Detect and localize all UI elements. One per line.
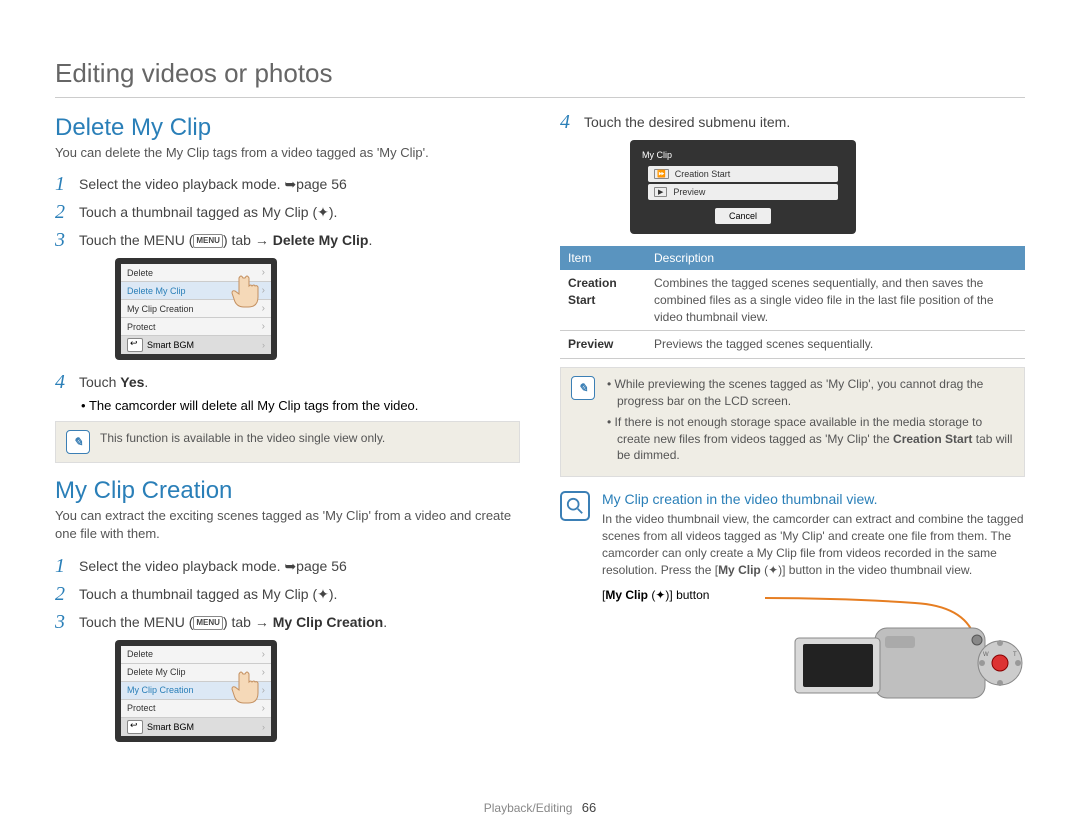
title-divider	[55, 97, 1025, 98]
step-number: 4	[560, 110, 584, 134]
step-text: Touch a thumbnail tagged as My Clip (✦).	[79, 582, 520, 605]
note-bullet: If there is not enough storage space ava…	[605, 414, 1014, 464]
step-text: Touch a thumbnail tagged as My Clip (✦).	[79, 200, 520, 223]
camcorder-illustration: W T	[765, 588, 1025, 728]
back-icon	[127, 720, 143, 734]
section-heading-delete: Delete My Clip	[55, 114, 520, 142]
submenu-screenshot: My Clip ⏩Creation Start ▶Preview Cancel	[630, 140, 856, 234]
menu-icon: MENU	[193, 616, 223, 630]
note-text: This function is available in the video …	[100, 430, 385, 447]
callout-title: My Clip creation in the video thumbnail …	[602, 491, 1025, 507]
step-number: 1	[55, 172, 79, 196]
step-number: 2	[55, 200, 79, 224]
svg-text:W: W	[983, 652, 989, 658]
step-text: Touch Yes.	[79, 370, 520, 393]
mock-menu-item: Protect›	[121, 318, 271, 336]
magnifier-icon	[560, 491, 590, 521]
menu-screenshot-creation: Delete› Delete My Clip› My Clip Creation…	[115, 640, 295, 742]
step-number: 2	[55, 582, 79, 606]
menu-icon: MENU	[193, 234, 223, 248]
note-box: ✎ This function is available in the vide…	[55, 421, 520, 463]
page-title: Editing videos or photos	[55, 58, 1025, 89]
camera-illustration-row: [My Clip (✦)] button	[602, 588, 1025, 728]
step-text: Touch the MENU (MENU) tab → Delete My Cl…	[79, 228, 520, 251]
description-table: Item Description Creation Start Combines…	[560, 246, 1025, 359]
mock-menu-item: Protect›	[121, 700, 271, 718]
submenu-cancel: Cancel	[715, 208, 771, 224]
callout-block: My Clip creation in the video thumbnail …	[560, 491, 1025, 728]
mock-menu-item: Delete My Clip›	[121, 282, 271, 300]
table-header: Item	[560, 246, 646, 270]
step-text: Touch the MENU (MENU) tab → My Clip Crea…	[79, 610, 520, 633]
note-checkmark-icon: ✎	[571, 376, 595, 400]
intro-text: You can delete the My Clip tags from a v…	[55, 144, 520, 162]
note-bullet: While previewing the scenes tagged as 'M…	[605, 376, 1014, 410]
back-icon	[127, 338, 143, 352]
table-header: Description	[646, 246, 1025, 270]
play-icon: ▶	[654, 187, 667, 197]
steps-creation: 1Select the video playback mode. ➥page 5…	[55, 554, 520, 634]
table-row: Creation Start Combines the tagged scene…	[560, 270, 1025, 331]
step-text: Select the video playback mode. ➥page 56	[79, 554, 520, 577]
note-box: ✎ While previewing the scenes tagged as …	[560, 367, 1025, 477]
step-text: Touch the desired submenu item.	[584, 110, 1025, 133]
callout-text: In the video thumbnail view, the camcord…	[602, 511, 1025, 578]
fastforward-icon: ⏩	[654, 169, 669, 179]
step-number: 3	[55, 228, 79, 252]
steps-delete: 1Select the video playback mode. ➥page 5…	[55, 172, 520, 252]
step-number: 1	[55, 554, 79, 578]
section-heading-creation: My Clip Creation	[55, 477, 520, 505]
mock-menu-item: Delete My Clip›	[121, 664, 271, 682]
submenu-title: My Clip	[638, 148, 848, 164]
page-footer: Playback/Editing 66	[0, 800, 1080, 815]
mock-menu-item: My Clip Creation›	[121, 300, 271, 318]
mock-menu-item: My Clip Creation›	[121, 682, 271, 700]
menu-screenshot-delete: Delete› Delete My Clip› My Clip Creation…	[115, 258, 295, 360]
step-text: Select the video playback mode. ➥page 56	[79, 172, 520, 195]
table-row: Preview Previews the tagged scenes seque…	[560, 331, 1025, 359]
svg-text:T: T	[1013, 652, 1017, 658]
submenu-item: ⏩Creation Start	[648, 166, 838, 182]
mock-menu-item: Delete›	[121, 646, 271, 664]
step-number: 4	[55, 370, 79, 394]
left-column: Delete My Clip You can delete the My Cli…	[55, 110, 520, 752]
right-column: 4Touch the desired submenu item. My Clip…	[560, 110, 1025, 752]
button-callout-label: [My Clip (✦)] button	[602, 588, 709, 602]
intro-text: You can extract the exciting scenes tagg…	[55, 507, 520, 543]
note-checkmark-icon: ✎	[66, 430, 90, 454]
step-number: 3	[55, 610, 79, 634]
submenu-item: ▶Preview	[648, 184, 838, 200]
mock-menu-item: Delete›	[121, 264, 271, 282]
sub-bullet: The camcorder will delete all My Clip ta…	[79, 398, 520, 413]
